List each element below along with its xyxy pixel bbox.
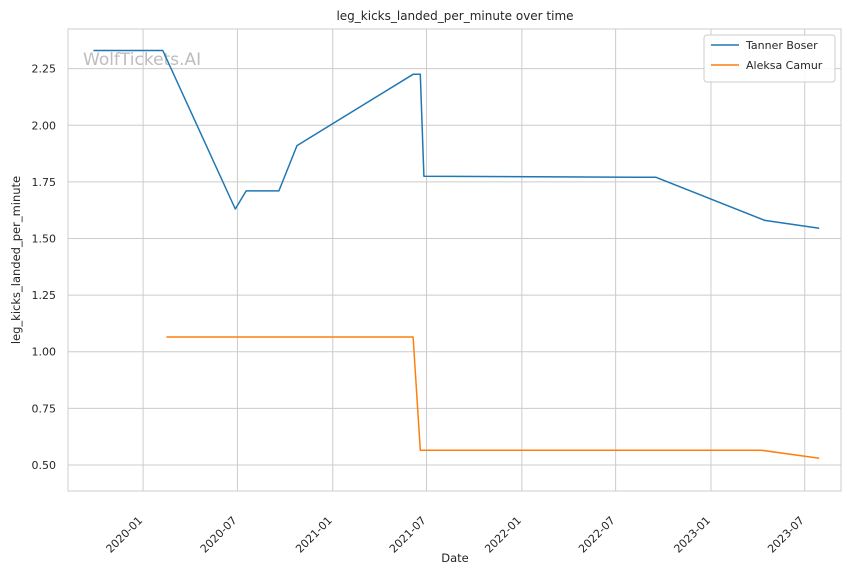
grid-lines <box>68 29 841 491</box>
y-axis-title: leg_kicks_landed_per_minute <box>9 176 23 344</box>
x-tick-label: 2021-07 <box>387 514 429 556</box>
y-tick-label: 1.75 <box>32 176 57 189</box>
y-tick-label: 1.50 <box>32 232 57 245</box>
legend-label-tanner-boser: Tanner Boser <box>745 39 818 52</box>
y-tick-label: 1.25 <box>32 289 57 302</box>
watermark: WolfTickets.AI <box>83 50 201 70</box>
x-axis-title: Date <box>441 551 469 565</box>
legend-frame <box>703 34 836 83</box>
x-axis-ticks: 2020-01 2020-07 2021-01 2021-07 2022-01 2022-… <box>104 514 807 556</box>
y-axis-ticks: 0.50 0.75 1.00 1.25 1.50 1.75 2.00 2.25 <box>32 63 57 472</box>
x-tick-label: 2021-01 <box>293 514 335 556</box>
series-line-tanner-boser <box>93 49 820 230</box>
y-tick-label: 0.75 <box>32 402 57 415</box>
y-tick-label: 2.00 <box>32 119 57 132</box>
x-tick-label: 2020-01 <box>104 514 146 556</box>
legend: Tanner Boser Aleksa Camur <box>703 34 836 83</box>
series-line-aleksa-camur <box>166 336 820 459</box>
y-tick-label: 2.25 <box>32 63 57 76</box>
y-tick-label: 1.00 <box>32 346 57 359</box>
x-tick-label: 2020-07 <box>198 514 240 556</box>
x-tick-label: 2022-07 <box>576 514 618 556</box>
x-tick-label: 2023-07 <box>765 514 807 556</box>
x-tick-label: 2022-01 <box>482 514 524 556</box>
y-tick-label: 0.50 <box>32 459 57 472</box>
plot-area <box>67 28 842 492</box>
series-layer <box>93 49 820 459</box>
legend-label-aleksa-camur: Aleksa Camur <box>746 59 823 72</box>
x-tick-label: 2023-01 <box>671 514 713 556</box>
chart-title: leg_kicks_landed_per_minute over time <box>336 9 573 23</box>
